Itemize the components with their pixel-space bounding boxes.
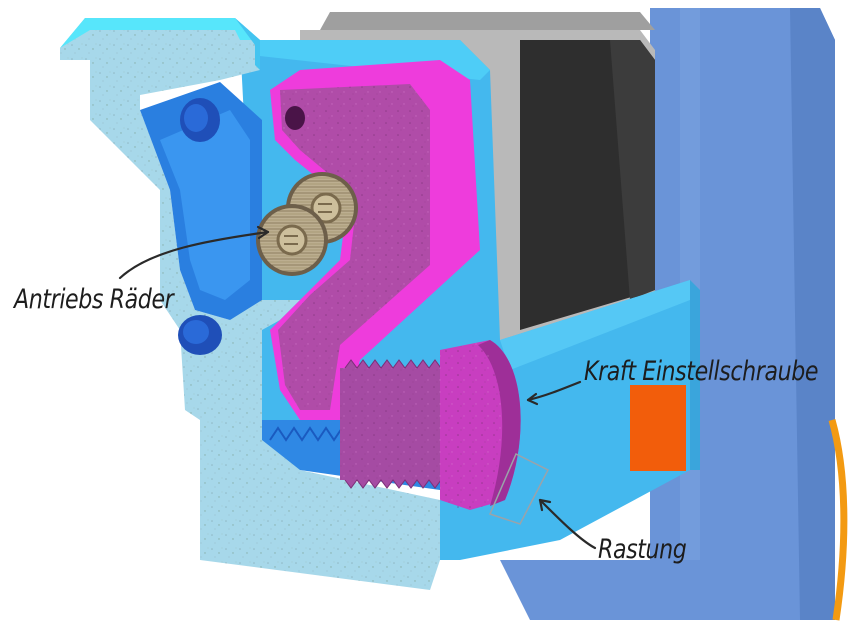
force-adjust-screw bbox=[340, 340, 521, 510]
annotation-lines bbox=[118, 225, 597, 550]
annotation-line-screw bbox=[526, 380, 582, 402]
label-notch: Rastung bbox=[598, 534, 687, 565]
annotation-line-notch bbox=[538, 498, 597, 550]
housing-cut-face bbox=[60, 18, 440, 590]
label-force-adjust-screw: Kraft Einstellschraube bbox=[584, 356, 819, 387]
label-drive-wheels: Antriebs Räder bbox=[14, 284, 174, 315]
filament-tube bbox=[828, 419, 848, 621]
idler-lever bbox=[270, 60, 480, 420]
orange-marker bbox=[630, 385, 686, 471]
lever-pivot-hole bbox=[285, 106, 305, 130]
notch-outline bbox=[488, 452, 550, 525]
annotation-line-drive bbox=[118, 230, 270, 280]
drive-wheels bbox=[256, 172, 358, 276]
